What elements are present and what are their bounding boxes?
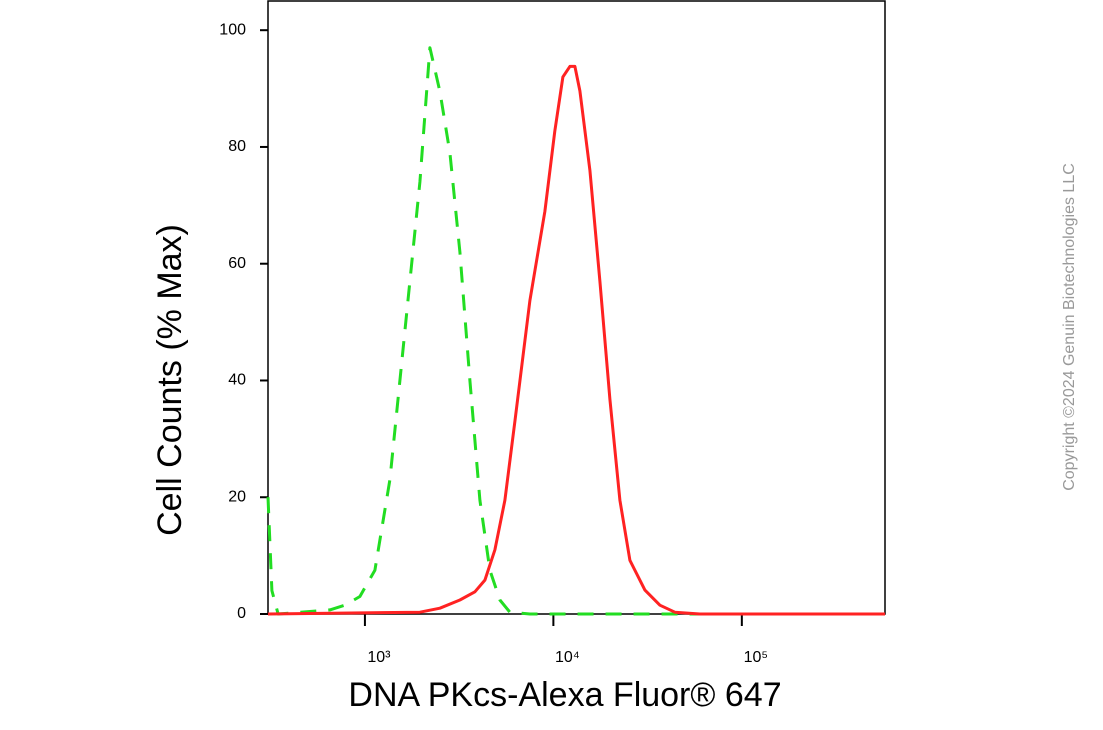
y-tick-label: 0	[237, 605, 246, 622]
x-tick-label: 10⁵	[744, 649, 768, 666]
y-tick-label: 20	[228, 488, 246, 505]
y-tick-label: 80	[228, 138, 246, 155]
plot-frame	[267, 0, 886, 615]
x-axis-title: DNA PKcs-Alexa Fluor® 647	[348, 676, 781, 714]
series-line	[267, 64, 885, 616]
y-tick-label: 40	[228, 372, 246, 389]
y-axis-title: Cell Counts (% Max)	[151, 224, 189, 536]
watermark: Copyright ©2024 Genuin Biotechnologies L…	[1061, 163, 1078, 491]
series-line	[266, 46, 885, 616]
x-tick-label: 10³	[367, 649, 391, 666]
y-tick-label: 60	[228, 255, 246, 272]
y-tick-label: 100	[219, 21, 246, 38]
x-tick-label: 10⁴	[555, 649, 580, 666]
